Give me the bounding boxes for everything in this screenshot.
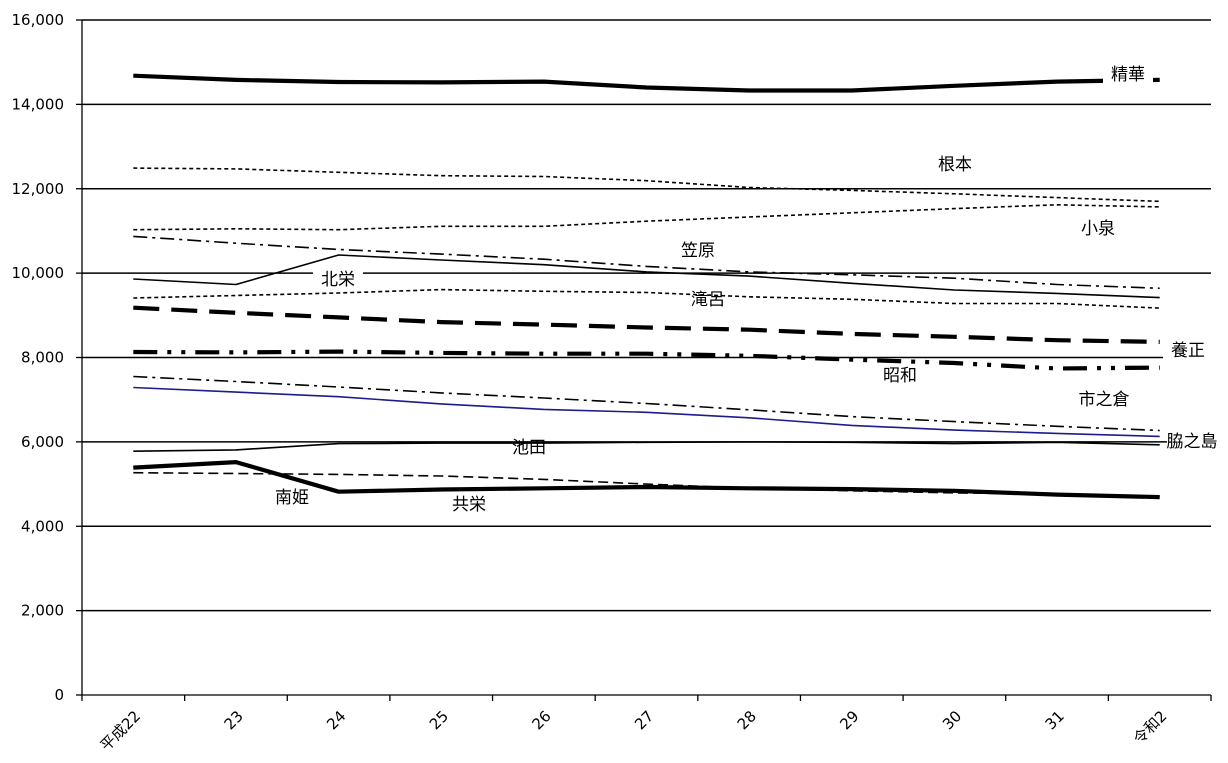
series-label: 北栄 bbox=[321, 270, 355, 290]
x-tick-label: 26 bbox=[528, 707, 554, 733]
series-label: 脇之島 bbox=[1167, 432, 1218, 452]
series-line bbox=[133, 254, 1160, 299]
series-label-backdrop bbox=[313, 269, 363, 291]
x-tick-label: 27 bbox=[631, 707, 657, 733]
x-axis: 平成22 23 24 25 26 27 28 29 30 31 令和2 bbox=[81, 694, 1212, 755]
series-line bbox=[133, 235, 1160, 290]
series-label: 根本 bbox=[938, 155, 972, 175]
y-tick-label: 8,000 bbox=[21, 349, 64, 367]
series-line bbox=[133, 288, 1160, 309]
series-label-backdrop bbox=[875, 365, 925, 387]
series-label: 精華 bbox=[1111, 65, 1145, 85]
series-label: 笠原 bbox=[681, 241, 715, 261]
x-tick-label: 平成22 bbox=[97, 707, 144, 754]
x-tick-label: 24 bbox=[323, 707, 349, 733]
series-line bbox=[133, 386, 1160, 438]
series-label-backdrop bbox=[1167, 431, 1217, 453]
series-line bbox=[133, 375, 1160, 432]
y-tick-label: 16,000 bbox=[12, 11, 65, 29]
series-label: 小泉 bbox=[1081, 219, 1115, 239]
y-tick-label: 14,000 bbox=[12, 95, 65, 113]
x-tick-label: 25 bbox=[426, 707, 452, 733]
series-line bbox=[133, 305, 1160, 344]
x-tick-label: 23 bbox=[221, 707, 247, 733]
x-tick-label: 令和2 bbox=[1130, 707, 1171, 748]
series-line bbox=[133, 349, 1160, 371]
series-line bbox=[133, 73, 1160, 93]
y-tick-label: 10,000 bbox=[12, 264, 65, 282]
series-line bbox=[133, 167, 1160, 203]
y-tick-label: 0 bbox=[54, 686, 64, 704]
x-tick-label: 28 bbox=[734, 707, 760, 733]
series-label: 共栄 bbox=[452, 495, 486, 515]
series-label-backdrop bbox=[1103, 64, 1153, 86]
x-tick-label: 31 bbox=[1042, 707, 1068, 733]
series-label: 南姫 bbox=[275, 488, 309, 508]
y-tick-label: 12,000 bbox=[12, 180, 65, 198]
y-tick-label: 4,000 bbox=[21, 517, 64, 535]
series-label-backdrop bbox=[1163, 340, 1213, 362]
x-tick-label: 29 bbox=[836, 707, 862, 733]
y-tick-label: 2,000 bbox=[21, 602, 64, 620]
series-label: 池田 bbox=[512, 438, 546, 458]
series-label: 滝呂 bbox=[691, 290, 725, 310]
series-line bbox=[133, 441, 1160, 452]
series-line bbox=[133, 204, 1160, 231]
x-tick-label: 30 bbox=[939, 707, 965, 733]
series-lines bbox=[133, 73, 1160, 500]
series-label: 市之倉 bbox=[1079, 390, 1130, 410]
series-label: 昭和 bbox=[883, 366, 917, 386]
series-line bbox=[133, 460, 1160, 500]
y-axis: 0 2,000 4,000 6,000 8,000 10,000 12,000 14,000 1… bbox=[12, 11, 83, 704]
y-tick-label: 6,000 bbox=[21, 433, 64, 451]
series-label: 養正 bbox=[1171, 341, 1205, 361]
